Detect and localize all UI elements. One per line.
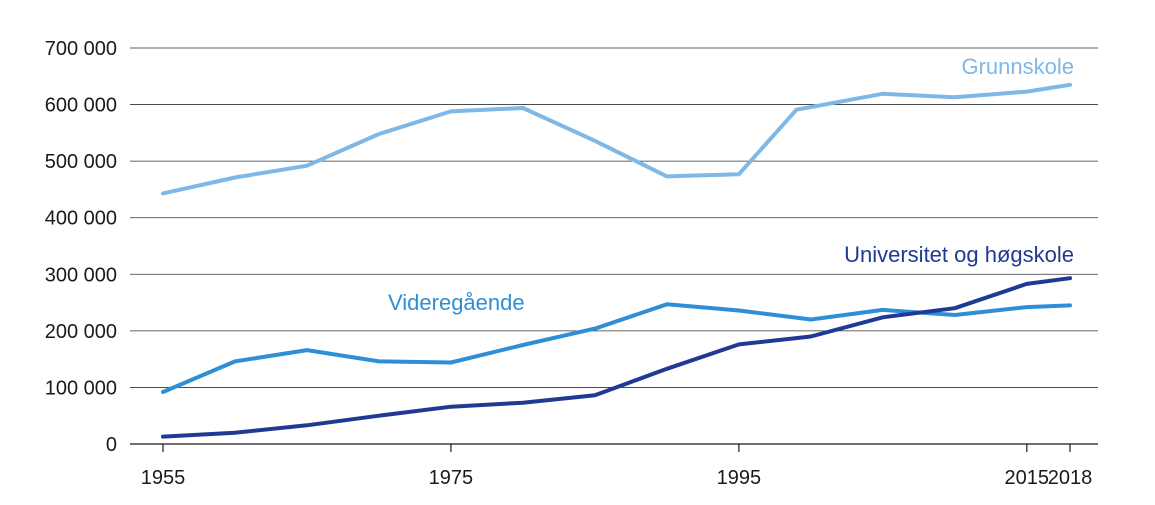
series-label-videregaende: Videregående — [388, 290, 525, 315]
y-tick-label: 400 000 — [45, 208, 117, 230]
y-tick-label: 500 000 — [45, 151, 117, 173]
y-tick-label: 200 000 — [45, 321, 117, 343]
series-label-universitet-og-hogskole: Universitet og høgskole — [844, 242, 1074, 267]
y-tick-label: 100 000 — [45, 377, 117, 399]
y-tick-label: 600 000 — [45, 95, 117, 117]
x-tick-label: 2018 — [1048, 467, 1093, 489]
series-line-universitet-og-hogskole — [161, 276, 1072, 439]
series-labels: Grunnskole Videregående Universitet og høg… — [388, 54, 1074, 315]
x-axis — [130, 443, 1098, 452]
x-tick-label: 1955 — [141, 467, 186, 489]
x-tick-label: 1995 — [717, 467, 762, 489]
x-tick-label: 1975 — [429, 467, 474, 489]
gridlines — [130, 47, 1098, 388]
y-tick-label: 700 000 — [45, 38, 117, 60]
series-line-videregaende — [161, 302, 1072, 394]
series-lines — [161, 82, 1072, 439]
y-tick-labels: 0 100 000 200 000 300 000 400 000 500 000 600 … — [45, 38, 117, 456]
series-label-grunnskole: Grunnskole — [961, 54, 1074, 79]
y-tick-label: 300 000 — [45, 264, 117, 286]
series-line-grunnskole — [161, 82, 1072, 196]
x-tick-label: 2015 — [1005, 467, 1050, 489]
y-tick-label: 0 — [106, 434, 117, 456]
